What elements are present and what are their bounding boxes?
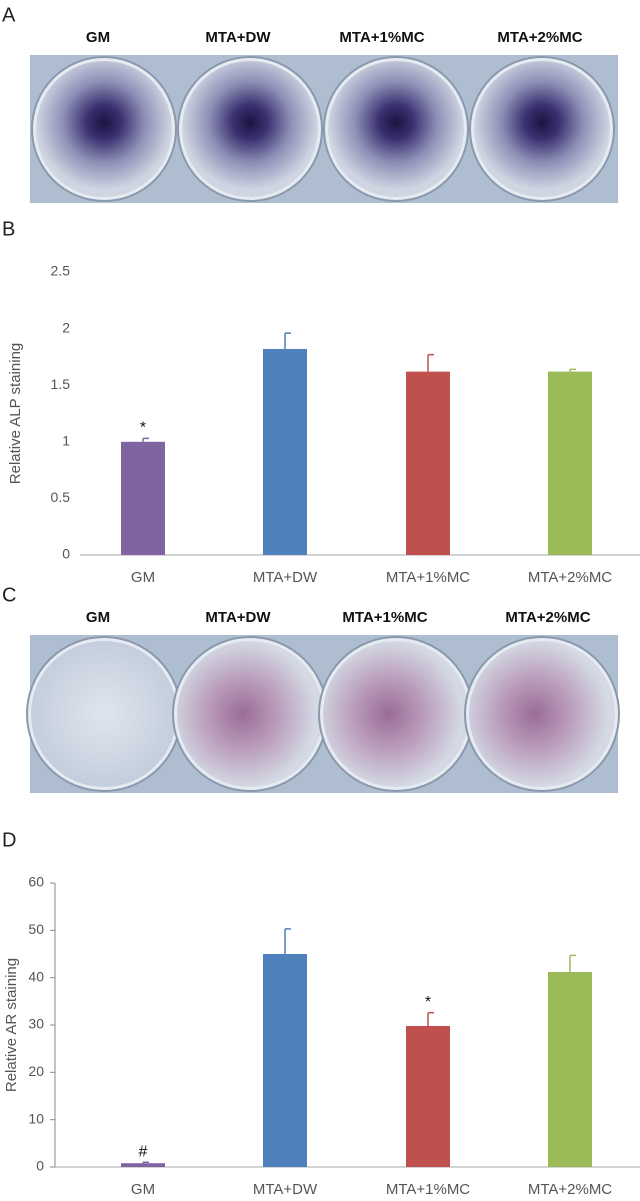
well-label: MTA+1%MC — [339, 29, 424, 46]
y-tick-label: 1 — [62, 433, 70, 449]
bar — [406, 371, 450, 555]
well — [469, 641, 615, 787]
well — [182, 61, 318, 197]
y-tick-label: 60 — [28, 874, 44, 890]
x-tick-label: GM — [131, 1181, 155, 1198]
y-tick-label: 30 — [28, 1016, 44, 1032]
panel-label: A — [2, 4, 16, 26]
panel-label: B — [2, 218, 15, 240]
y-tick-label: 10 — [28, 1110, 44, 1126]
well — [31, 641, 177, 787]
well-label: MTA+DW — [205, 609, 271, 626]
annotation: * — [425, 994, 431, 1011]
bar — [406, 1025, 450, 1167]
bar — [121, 1163, 165, 1167]
well-label: MTA+DW — [205, 29, 271, 46]
x-tick-label: MTA+1%MC — [386, 1181, 470, 1198]
bar — [548, 971, 592, 1167]
y-tick-label: 0 — [62, 546, 70, 562]
annotation: * — [140, 420, 146, 437]
x-tick-label: MTA+2%MC — [528, 1181, 612, 1198]
y-tick-label: 2 — [62, 319, 70, 335]
bar — [121, 441, 165, 555]
well-label: GM — [86, 29, 110, 46]
panel-label: C — [2, 584, 16, 606]
y-tick-label: 0.5 — [51, 489, 71, 505]
well — [328, 61, 464, 197]
y-tick-label: 50 — [28, 921, 44, 937]
well — [323, 641, 469, 787]
x-tick-label: GM — [131, 569, 155, 586]
bar — [263, 348, 307, 555]
well-label: MTA+2%MC — [505, 609, 590, 626]
y-tick-label: 40 — [28, 968, 44, 984]
y-tick-label: 0 — [36, 1158, 44, 1174]
well — [36, 61, 172, 197]
bar — [263, 954, 307, 1167]
y-tick-label: 2.5 — [51, 263, 71, 279]
annotation: # — [139, 1143, 148, 1160]
x-tick-label: MTA+2%MC — [528, 569, 612, 586]
well-label: MTA+2%MC — [497, 29, 582, 46]
x-tick-label: MTA+DW — [253, 569, 318, 586]
bar — [548, 371, 592, 555]
y-tick-label: 20 — [28, 1063, 44, 1079]
panel-label: D — [2, 829, 16, 851]
y-axis-title: Relative ALP staining — [7, 343, 24, 484]
well — [177, 641, 323, 787]
well — [474, 61, 610, 197]
x-tick-label: MTA+DW — [253, 1181, 318, 1198]
well-label: MTA+1%MC — [342, 609, 427, 626]
y-tick-label: 1.5 — [51, 376, 71, 392]
well-label: GM — [86, 609, 110, 626]
x-tick-label: MTA+1%MC — [386, 569, 470, 586]
y-axis-title: Relative AR staining — [3, 958, 20, 1092]
